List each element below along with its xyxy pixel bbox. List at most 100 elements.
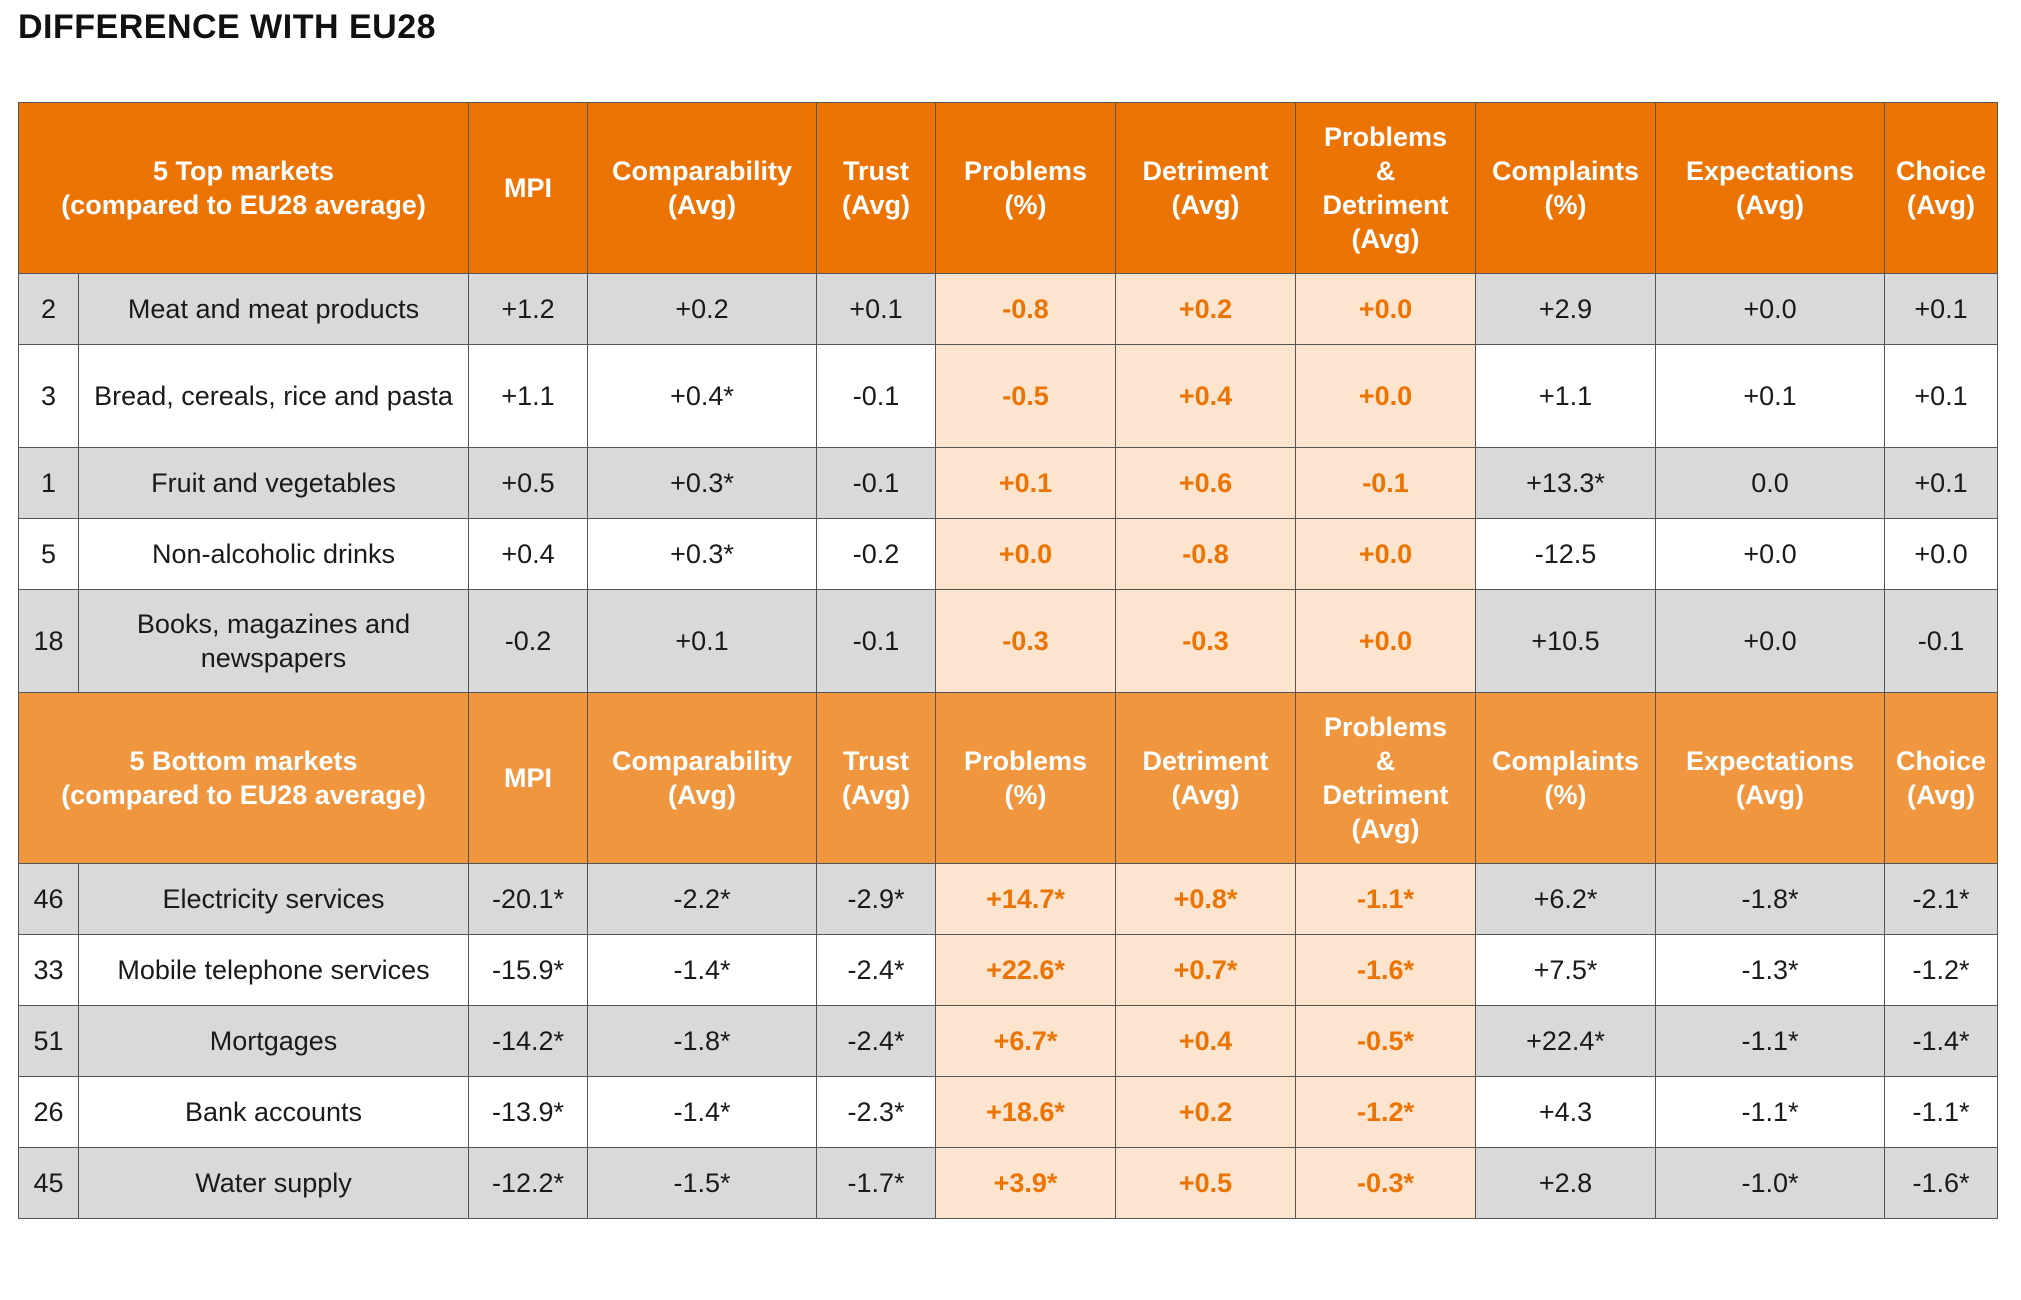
value-cell: +0.1 — [587, 589, 818, 693]
column-header: Problems & Detriment (Avg) — [1295, 692, 1477, 864]
value-cell: -20.1* — [468, 863, 589, 935]
column-header: MPI — [468, 692, 589, 864]
value-cell: +7.5* — [1475, 934, 1657, 1006]
column-header: Expectations (Avg) — [1655, 102, 1886, 274]
market-name-cell: Mortgages — [77, 1005, 470, 1077]
market-name-cell: Mobile telephone services — [77, 934, 470, 1006]
rank-cell: 45 — [18, 1147, 79, 1219]
markets-table-body: 5 Top markets (compared to EU28 average) M… — [17, 102, 1999, 1219]
value-cell: -14.2* — [468, 1005, 589, 1077]
value-cell: -0.8 — [1115, 518, 1297, 590]
value-cell: +0.1 — [935, 447, 1117, 519]
table-row: 18 Books, magazines and newspapers -0.2 +0.… — [18, 589, 1999, 693]
column-header: Problems (%) — [935, 102, 1117, 274]
value-cell: -13.9* — [468, 1076, 589, 1148]
value-cell: -0.2 — [816, 518, 937, 590]
column-header-line: (Avg) — [1907, 190, 1976, 220]
value-cell: -15.9* — [468, 934, 589, 1006]
value-cell: -1.4* — [587, 934, 818, 1006]
value-cell: -1.1* — [1884, 1076, 1999, 1148]
column-header-line: (%) — [1004, 190, 1047, 220]
value-cell: +6.2* — [1475, 863, 1657, 935]
value-cell: +2.9 — [1475, 273, 1657, 345]
column-header-line: Problems — [1323, 712, 1448, 742]
column-header: MPI — [468, 102, 589, 274]
value-cell: +6.7* — [935, 1005, 1117, 1077]
value-cell: +18.6* — [935, 1076, 1117, 1148]
value-cell: +13.3* — [1475, 447, 1657, 519]
column-header-line: Choice — [1896, 156, 1987, 186]
value-cell: -1.7* — [816, 1147, 937, 1219]
value-cell: +0.4* — [587, 344, 818, 448]
column-header-line: (Avg) — [1907, 780, 1976, 810]
value-cell: +0.0 — [1295, 518, 1477, 590]
column-header: Complaints (%) — [1475, 692, 1657, 864]
value-cell: -1.5* — [587, 1147, 818, 1219]
column-header: Choice (Avg) — [1884, 102, 1999, 274]
value-cell: +0.5 — [1115, 1147, 1297, 1219]
table-row: 46 Electricity services -20.1* -2.2* -2.9* +1… — [18, 863, 1999, 935]
column-header: Complaints (%) — [1475, 102, 1657, 274]
value-cell: +0.2 — [1115, 273, 1297, 345]
column-header: Detriment (Avg) — [1115, 692, 1297, 864]
column-header-line: (Avg) — [1171, 190, 1240, 220]
column-header: Problems & Detriment (Avg) — [1295, 102, 1477, 274]
value-cell: -1.6* — [1884, 1147, 1999, 1219]
column-header-line: (%) — [1544, 190, 1587, 220]
value-cell: +0.1 — [1655, 344, 1886, 448]
column-header-line: Comparability — [611, 746, 793, 776]
table-row: 45 Water supply -12.2* -1.5* -1.7* +3.9* +0.5-… — [18, 1147, 1999, 1219]
top-markets-label-line: (compared to EU28 average) — [61, 190, 426, 220]
column-header: Comparability (Avg) — [587, 102, 818, 274]
value-cell: -2.9* — [816, 863, 937, 935]
value-cell: +1.2 — [468, 273, 589, 345]
value-cell: -1.8* — [1655, 863, 1886, 935]
market-name-cell: Fruit and vegetables — [77, 447, 470, 519]
table-row: 1 Fruit and vegetables +0.5 +0.3* -0.1 +0.1 +0… — [18, 447, 1999, 519]
value-cell: +0.2 — [587, 273, 818, 345]
column-header-line: Detriment — [1322, 780, 1449, 810]
value-cell: +2.8 — [1475, 1147, 1657, 1219]
value-cell: -1.0* — [1655, 1147, 1886, 1219]
market-name-cell: Water supply — [77, 1147, 470, 1219]
market-name-cell: Electricity services — [77, 863, 470, 935]
column-header-line: MPI — [504, 763, 553, 793]
value-cell: +4.3 — [1475, 1076, 1657, 1148]
bottom-markets-label: 5 Bottom markets (compared to EU28 averag… — [17, 692, 470, 864]
top-markets-label-line: 5 Top markets — [152, 156, 335, 186]
column-header-line: (Avg) — [1351, 224, 1420, 254]
value-cell: +0.0 — [1655, 273, 1886, 345]
value-cell: -0.5* — [1295, 1005, 1477, 1077]
column-header-line: & — [1375, 156, 1396, 186]
column-header: Choice (Avg) — [1884, 692, 1999, 864]
value-cell: -0.1 — [816, 589, 937, 693]
rank-cell: 26 — [18, 1076, 79, 1148]
value-cell: +3.9* — [935, 1147, 1117, 1219]
value-cell: +0.5 — [468, 447, 589, 519]
rank-cell: 5 — [18, 518, 79, 590]
column-header-line: Complaints — [1492, 746, 1640, 776]
column-header-line: (Avg) — [842, 780, 911, 810]
column-header-line: Problems — [963, 746, 1088, 776]
value-cell: +0.0 — [1884, 518, 1999, 590]
value-cell: +0.8* — [1115, 863, 1297, 935]
column-header-line: & — [1375, 746, 1396, 776]
value-cell: +22.6* — [935, 934, 1117, 1006]
column-header-line: Trust — [843, 746, 910, 776]
value-cell: +22.4* — [1475, 1005, 1657, 1077]
column-header-line: Problems — [963, 156, 1088, 186]
value-cell: -2.1* — [1884, 863, 1999, 935]
value-cell: -12.5 — [1475, 518, 1657, 590]
value-cell: -1.1* — [1655, 1076, 1886, 1148]
column-header-line: MPI — [504, 173, 553, 203]
value-cell: +0.2 — [1115, 1076, 1297, 1148]
column-header: Problems (%) — [935, 692, 1117, 864]
value-cell: -0.3 — [935, 589, 1117, 693]
top-markets-header-row: 5 Top markets (compared to EU28 average) M… — [17, 102, 1999, 274]
value-cell: +10.5 — [1475, 589, 1657, 693]
column-header: Trust (Avg) — [816, 102, 937, 274]
column-header-line: (%) — [1004, 780, 1047, 810]
value-cell: +0.3* — [587, 518, 818, 590]
column-header: Detriment (Avg) — [1115, 102, 1297, 274]
value-cell: -0.1 — [1884, 589, 1999, 693]
